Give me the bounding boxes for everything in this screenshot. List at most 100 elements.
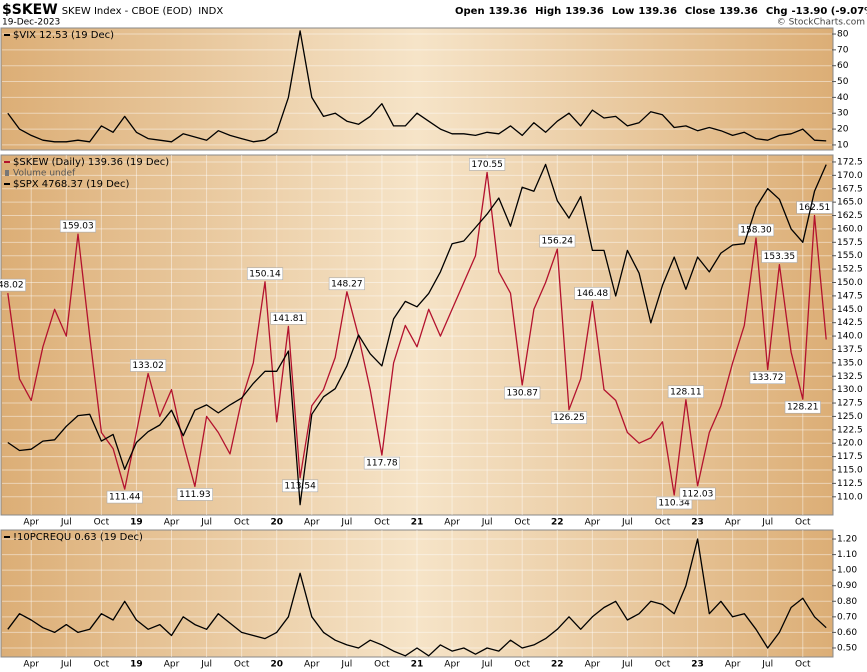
x-tick-label: 22	[551, 660, 564, 670]
security-name: SKEW Index - CBOE (EOD)	[62, 6, 193, 17]
y-tick-label: 157.5	[837, 238, 863, 248]
value-label: 112.03	[682, 489, 714, 499]
panel-vix	[0, 27, 834, 151]
y-tick-label: 127.5	[837, 399, 863, 409]
credit: © StockCharts.com	[777, 18, 865, 28]
symbol: $SKEW	[2, 2, 58, 18]
x-tick-label: 22	[551, 518, 564, 528]
y-tick-label: 30	[837, 109, 849, 119]
x-tick-label: Apr	[444, 518, 460, 528]
x-tick-label: Apr	[164, 660, 180, 670]
y-tick-label: 142.5	[837, 318, 863, 328]
x-tick-label: Oct	[94, 518, 110, 528]
x-tick-label: Oct	[655, 660, 671, 670]
quote-label: Low	[612, 6, 634, 17]
x-tick-label: Jul	[761, 518, 773, 528]
value-label: 111.44	[109, 493, 141, 503]
value-label-box	[469, 158, 506, 171]
value-label-box	[679, 487, 716, 501]
y-tick-label: 0.90	[837, 581, 857, 591]
value-label: 128.11	[670, 387, 702, 397]
value-label-box	[282, 479, 319, 493]
value-label-box	[328, 277, 365, 291]
value-label-box	[363, 456, 400, 470]
value-label-box	[176, 488, 213, 501]
y-tick-label: 167.5	[837, 184, 863, 194]
y-tick-label: 125.0	[837, 412, 863, 422]
value-label: 150.14	[249, 269, 281, 279]
y-tick-label: 135.0	[837, 358, 863, 368]
value-label: 133.72	[752, 373, 784, 383]
y-tick-label: 115.0	[837, 466, 863, 476]
x-tick-label: 23	[691, 518, 704, 528]
y-tick-label: 10	[837, 140, 849, 150]
value-label: 110.34	[658, 498, 690, 508]
value-label: 126.25	[553, 413, 585, 423]
legend-entry: $VIX 12.53 (19 Dec)	[13, 30, 114, 41]
y-tick-label: 117.5	[837, 452, 863, 462]
value-label-box	[59, 219, 97, 233]
y-tick-label: 172.5	[837, 157, 863, 167]
series-line	[7, 538, 827, 657]
value-label: 156.24	[542, 237, 574, 247]
y-tick-label: 132.5	[837, 372, 863, 382]
x-tick-label: Jul	[340, 660, 352, 670]
x-tick-label: Apr	[725, 518, 741, 528]
value-label: 133.02	[132, 361, 164, 371]
value-label: 148.27	[331, 279, 363, 289]
exchange: INDX	[198, 6, 223, 17]
value-label: 146.48	[577, 289, 609, 299]
x-tick-label: Oct	[374, 518, 390, 528]
y-tick-label: 40	[837, 93, 849, 103]
note: Volume undef	[13, 169, 76, 179]
y-tick-label: 50	[837, 77, 849, 87]
x-tick-label: Oct	[234, 660, 250, 670]
value-label-box	[246, 267, 284, 281]
note-icon	[5, 170, 9, 176]
y-tick-label: 20	[837, 125, 849, 135]
x-tick-label: Jul	[481, 660, 493, 670]
x-tick-label: Jul	[621, 660, 633, 670]
value-label: 113.54	[284, 481, 316, 491]
y-tick-label: 145.0	[837, 305, 863, 315]
value-label: 141.81	[273, 314, 305, 324]
x-tick-label: Oct	[655, 518, 671, 528]
series-line	[7, 30, 827, 143]
y-tick-label: 120.0	[837, 439, 863, 449]
quote-value: 139.36	[638, 6, 677, 17]
y-tick-label: 162.5	[837, 211, 863, 221]
value-label-box	[574, 287, 611, 300]
value-label-box	[784, 400, 821, 414]
value-label-box	[0, 278, 26, 292]
y-tick-label: 0.50	[837, 643, 857, 653]
y-tick-label: 0.70	[837, 612, 857, 622]
value-label-box	[106, 490, 143, 504]
panel-skew	[0, 154, 834, 516]
legend-entry: !10PCREQU 0.63 (19 Dec)	[13, 532, 143, 543]
value-label: 117.78	[366, 459, 398, 469]
value-label: 158.30	[740, 226, 772, 236]
value-label: 111.93	[179, 490, 211, 500]
x-tick-label: Jul	[200, 518, 212, 528]
x-tick-label: 20	[270, 518, 283, 528]
x-tick-label: 23	[691, 660, 704, 670]
y-tick-label: 147.5	[837, 291, 863, 301]
y-tick-label: 152.5	[837, 265, 863, 275]
y-tick-label: 122.5	[837, 425, 863, 435]
y-tick-label: 0.60	[837, 628, 857, 638]
x-tick-label: Oct	[514, 660, 530, 670]
value-label: 159.03	[62, 222, 94, 232]
y-tick-label: 137.5	[837, 345, 863, 355]
x-tick-label: Jul	[621, 518, 633, 528]
quote-label: High	[535, 6, 561, 17]
x-tick-label: Oct	[795, 660, 811, 670]
x-tick-label: 19	[130, 518, 143, 528]
x-tick-label: Jul	[481, 518, 493, 528]
legend-entry: $SKEW (Daily) 139.36 (19 Dec)	[13, 157, 169, 168]
date: 19-Dec-2023	[2, 18, 60, 28]
quote-label: Open	[455, 6, 485, 17]
y-tick-label: 160.0	[837, 224, 863, 234]
x-tick-label: 19	[130, 660, 143, 670]
legend-entry: $SPX 4768.37 (19 Dec)	[13, 179, 129, 190]
